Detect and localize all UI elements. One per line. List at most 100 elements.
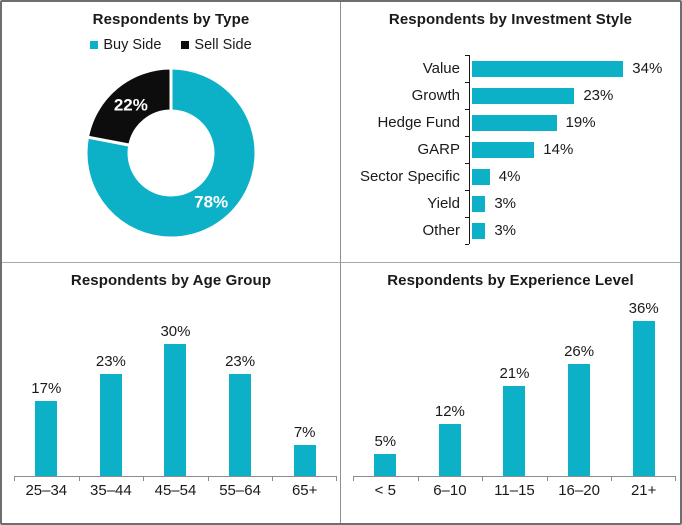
axis-tick <box>482 476 484 481</box>
legend-label: Buy Side <box>103 37 162 53</box>
value-label: 14% <box>543 141 574 158</box>
axis-tick <box>353 476 354 481</box>
bar <box>472 87 575 104</box>
bar-column-45-54: 30% <box>143 323 208 476</box>
category-label: GARP <box>417 141 460 158</box>
value-label: 3% <box>494 195 517 212</box>
axis-tick <box>14 476 15 481</box>
axis-tick <box>546 476 548 481</box>
value-label: 19% <box>565 114 596 131</box>
category-label: 25–34 <box>25 481 68 499</box>
bar-row-sector-specific: Sector Specific 4% <box>349 163 676 190</box>
bar-column-25-34: 17% <box>14 380 79 476</box>
bar <box>293 444 316 476</box>
axis-tick <box>465 82 469 83</box>
value-label: 36% <box>628 300 659 318</box>
category-label: 65+ <box>291 481 318 499</box>
axis-tick <box>272 476 274 481</box>
category-label: Value <box>422 60 460 77</box>
donut-svg: 78% 22% <box>84 66 258 240</box>
bar-row-hedge-fund: Hedge Fund 19% <box>349 109 676 136</box>
legend-item-buy-side: Buy Side <box>90 37 161 53</box>
axis-tick <box>465 109 469 110</box>
axis-tick <box>417 476 419 481</box>
value-label: 12% <box>434 403 465 421</box>
chart-title: Respondents by Investment Style <box>388 11 633 28</box>
panel-respondents-by-age-group: Respondents by Age Group 17% 23% 30% 23% 7% 2… <box>2 262 341 523</box>
bar <box>472 222 486 239</box>
axis-tick <box>675 476 676 481</box>
category-label: 11–15 <box>494 481 535 499</box>
bar <box>229 374 252 476</box>
category-label: Yield <box>427 195 460 212</box>
plot-area: 5% 12% 21% 26% 36% <box>353 300 676 476</box>
panel-respondents-by-experience-level: Respondents by Experience Level 5% 12% 21%… <box>341 262 680 523</box>
panel-respondents-by-type: Respondents by Type Buy Side Sell Side 78… <box>2 2 341 263</box>
category-axis: 25–34 35–44 45–54 55–64 65+ <box>14 482 337 499</box>
category-label: Growth <box>411 87 460 104</box>
bar-column-21: 36% <box>611 300 676 476</box>
legend-marker-icon <box>181 41 190 49</box>
axis-tick <box>611 476 613 481</box>
value-label: 5% <box>374 433 397 451</box>
bar-column-16-20: 26% <box>547 343 612 476</box>
value-label: 23% <box>225 353 256 371</box>
category-label: 45–54 <box>154 481 197 499</box>
bar-column-65: 7% <box>272 424 337 476</box>
axis-tick <box>465 217 469 218</box>
bar <box>99 374 122 476</box>
value-label: 26% <box>564 343 595 361</box>
axis-tick <box>336 476 337 481</box>
bar-column-6-10: 12% <box>418 403 483 476</box>
donut-data-label-sell-side: 22% <box>114 95 148 114</box>
value-label: 3% <box>494 222 517 239</box>
vertical-bar-chart-experience: 5% 12% 21% 26% 36% < 5 6–10 11–15 16–20 21+ <box>353 300 676 499</box>
value-label: 4% <box>498 168 521 185</box>
donut-slice-buy-side <box>84 66 258 240</box>
category-label: Sector Specific <box>359 168 460 185</box>
value-label: 21% <box>499 364 530 382</box>
bar <box>568 364 591 476</box>
chart-title: Respondents by Age Group <box>70 271 272 289</box>
bar <box>438 424 461 476</box>
category-label: Hedge Fund <box>377 114 460 131</box>
chart-title: Respondents by Experience Level <box>387 271 634 289</box>
legend-label: Sell Side <box>194 37 252 53</box>
bar <box>35 400 58 476</box>
bar-column-55-64: 23% <box>208 353 273 476</box>
donut-slice-sell-side <box>85 66 173 147</box>
bar-row-yield: Yield 3% <box>349 190 676 217</box>
donut-data-label-buy-side: 78% <box>194 193 228 212</box>
value-label: 17% <box>31 379 62 397</box>
bar-column-11-15: 21% <box>482 365 547 476</box>
category-label: 6–10 <box>433 481 467 499</box>
value-label: 23% <box>95 353 126 371</box>
value-label: 30% <box>160 322 191 340</box>
bar-row-growth: Growth 23% <box>349 82 676 109</box>
category-label: 16–20 <box>558 481 600 499</box>
y-axis-line <box>469 55 470 244</box>
axis-tick <box>465 163 469 164</box>
legend-item-sell-side: Sell Side <box>181 37 252 53</box>
bar <box>503 385 526 476</box>
bar <box>472 114 557 131</box>
panel-respondents-by-investment-style: Respondents by Investment Style Value 34%… <box>341 2 680 263</box>
bar-column-35-44: 23% <box>79 353 144 476</box>
axis-tick <box>143 476 145 481</box>
axis-tick <box>465 244 469 245</box>
category-label: Other <box>422 222 460 239</box>
category-axis: < 5 6–10 11–15 16–20 21+ <box>353 482 676 499</box>
legend-marker-icon <box>90 41 99 49</box>
bar <box>632 321 655 476</box>
bar <box>472 141 535 158</box>
x-axis-line <box>353 475 676 481</box>
chart-title: Respondents by Type <box>92 11 250 28</box>
vertical-bar-chart-age: 17% 23% 30% 23% 7% 25–34 35–44 45–54 55–64 65+ <box>14 301 337 499</box>
legend: Buy Side Sell Side <box>2 37 340 53</box>
category-label: 21+ <box>630 481 657 499</box>
bar-row-other: Other 3% <box>349 217 676 244</box>
value-label: 34% <box>632 60 663 77</box>
bar-column-5: 5% <box>353 433 418 476</box>
value-label: 23% <box>583 87 614 104</box>
